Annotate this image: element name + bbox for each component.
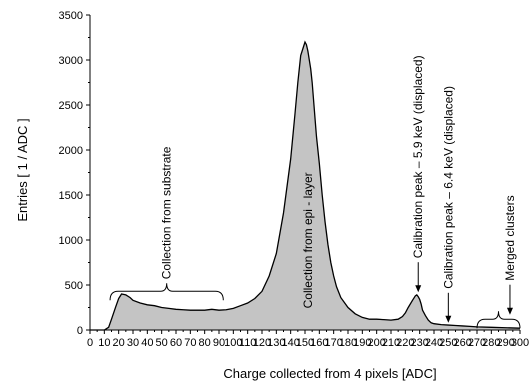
y-tick-label: 2000 — [59, 145, 83, 157]
x-tick-label: 0 — [87, 337, 93, 349]
x-tick-label: 300 — [511, 337, 529, 349]
x-tick-label: 240 — [425, 337, 443, 349]
substrate-label: Collection from substrate — [160, 146, 174, 279]
x-tick-label: 50 — [156, 337, 168, 349]
x-tick-label: 70 — [184, 337, 196, 349]
x-tick-label: 260 — [453, 337, 471, 349]
annotation-2-arrow-head — [415, 285, 422, 293]
merged-clusters-brace — [476, 311, 521, 329]
annotation-2-label: Calibration peak – 5.9 keV (displaced) — [411, 55, 425, 258]
substrate-brace — [109, 283, 224, 301]
annotation-3-label: Calibration peak – 6.4 keV (displaced) — [441, 86, 455, 289]
x-tick-label: 180 — [339, 337, 357, 349]
merged-clusters-arrow-head — [506, 307, 513, 315]
x-tick-label: 150 — [296, 337, 314, 349]
annotation-3-arrow-head — [445, 315, 452, 323]
x-tick-label: 20 — [113, 337, 125, 349]
x-axis-ticks: 0 10 20 30 40 50 60 70 80 90 100110120130140150160… — [87, 330, 529, 349]
x-tick-label: 100 — [224, 337, 242, 349]
y-tick-label: 3500 — [59, 10, 83, 22]
annotations: Collection from substrate Collection from… — [109, 55, 521, 329]
x-tick-label: 210 — [382, 337, 400, 349]
histogram-area — [90, 42, 520, 330]
x-tick-label: 80 — [199, 337, 211, 349]
x-tick-label: 280 — [482, 337, 500, 349]
x-tick-label: 10 — [98, 337, 110, 349]
x-tick-label: 130 — [267, 337, 285, 349]
y-tick-label: 2500 — [59, 100, 83, 112]
histogram-outline — [90, 40, 521, 331]
y-tick-label: 500 — [65, 280, 83, 292]
x-tick-label: 110 — [239, 337, 257, 349]
x-tick-label: 160 — [310, 337, 328, 349]
x-axis-title: Charge collected from 4 pixels [ADC] — [223, 366, 436, 381]
x-tick-label: 90 — [213, 337, 225, 349]
epi-layer-label: Collection from epi - layer — [301, 172, 315, 308]
x-tick-label: 140 — [281, 337, 299, 349]
x-tick-label: 230 — [410, 337, 428, 349]
x-tick-label: 250 — [439, 337, 457, 349]
x-tick-label: 40 — [141, 337, 153, 349]
x-tick-label: 170 — [324, 337, 342, 349]
y-axis-ticks: 0 500 1000 1500 2000 2500 3000 3500 — [59, 10, 90, 337]
y-tick-label: 3000 — [59, 55, 83, 67]
x-tick-label: 190 — [353, 337, 371, 349]
histogram-fill — [90, 42, 520, 330]
y-tick-label: 1500 — [59, 190, 83, 202]
x-tick-label: 290 — [496, 337, 514, 349]
y-axis-title: Entries [ 1 / ADC ] — [15, 118, 30, 221]
y-tick-label: 1000 — [59, 235, 83, 247]
x-tick-label: 200 — [367, 337, 385, 349]
y-tick-label: 0 — [77, 325, 83, 337]
x-tick-label: 120 — [253, 337, 271, 349]
x-tick-label: 220 — [396, 337, 414, 349]
merged-clusters-label: Merged clusters — [503, 195, 517, 280]
x-tick-label: 60 — [170, 337, 182, 349]
x-tick-label: 30 — [127, 337, 139, 349]
histogram-line — [90, 40, 521, 331]
x-tick-label: 270 — [468, 337, 486, 349]
